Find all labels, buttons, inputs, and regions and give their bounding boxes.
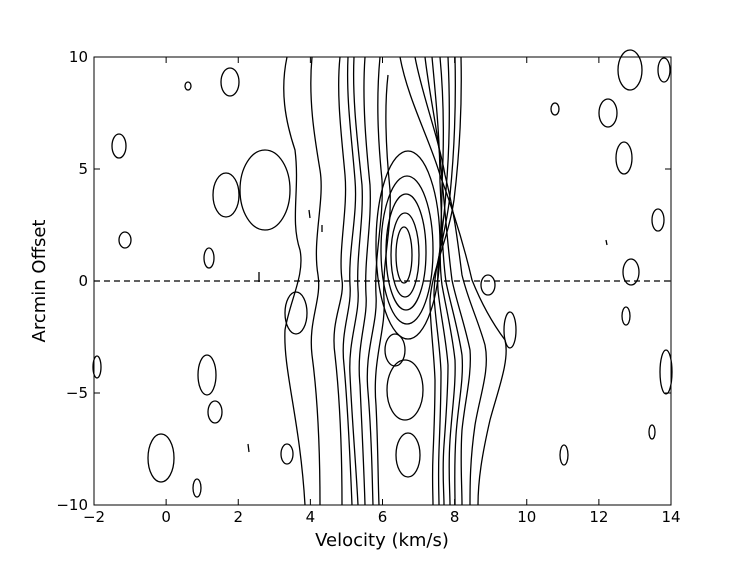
blob-17: [617, 49, 643, 91]
contour-outer-left-2: [310, 56, 322, 506]
contour-outer-right: [399, 56, 507, 506]
x-axis-label: Velocity (km/s): [315, 530, 449, 551]
blob-7: [197, 354, 217, 396]
y-tick-label: 0: [78, 272, 88, 290]
blob-5: [212, 172, 240, 218]
blob-1: [220, 67, 240, 97]
blob-12: [284, 291, 308, 335]
y-tick-label: −10: [56, 496, 88, 514]
blob-19: [615, 141, 633, 175]
y-axis-ticks: −10 −5 0 5 10: [56, 48, 671, 514]
blob-25: [648, 424, 656, 440]
blob-3: [111, 133, 127, 159]
contour-lower-inner-2: [395, 432, 421, 478]
blob-9: [147, 433, 175, 483]
x-tick-label: 8: [450, 508, 460, 526]
contour-peak-1: [395, 226, 413, 284]
y-tick-label: −5: [66, 384, 88, 402]
contour-lower-inner-1: [386, 359, 424, 421]
blob-4: [118, 231, 132, 249]
contour-left-7: [366, 56, 383, 506]
x-tick-label: 2: [233, 508, 243, 526]
x-tick-label: −2: [83, 508, 105, 526]
contour-right-6: [437, 56, 450, 506]
blob-15: [550, 102, 560, 116]
blob-23: [659, 349, 673, 395]
x-tick-label: 6: [378, 508, 388, 526]
y-tick-label: 10: [69, 48, 88, 66]
y-tick-label: 5: [78, 160, 88, 178]
blob-27: [503, 311, 517, 349]
contour-right-5: [439, 56, 456, 506]
blob-26: [92, 355, 102, 379]
speck-3: [605, 239, 608, 246]
contour-left-4: [342, 56, 357, 506]
x-tick-label: 14: [661, 508, 680, 526]
contour-right-7: [433, 56, 456, 506]
blob-8: [207, 400, 223, 424]
blob-16: [598, 98, 618, 128]
x-tick-label: 10: [517, 508, 536, 526]
y-axis-label: Arcmin Offset: [29, 220, 50, 343]
blob-13: [239, 149, 291, 231]
contour-peak-2: [390, 212, 420, 298]
contour-left-5: [349, 56, 363, 506]
contour-left-3: [333, 56, 347, 506]
blob-14: [480, 274, 496, 296]
blob-10: [192, 478, 202, 498]
x-axis-ticks: −2 0 2 4 6 8 10 12 14: [83, 57, 681, 526]
contour-outer-left: [283, 56, 306, 506]
contour-lines: [92, 49, 673, 506]
blob-24: [559, 444, 569, 466]
contour-lower-inner-3: [384, 333, 406, 367]
contour-right-4: [431, 56, 464, 506]
contour-peak-5: [375, 150, 441, 340]
blob-2: [184, 81, 192, 91]
blob-18: [657, 57, 671, 83]
contour-left-6: [358, 56, 371, 506]
contour-peak-3: [385, 193, 427, 311]
x-tick-label: 12: [589, 508, 608, 526]
contour-left-8: [374, 74, 391, 506]
speck-4: [247, 443, 250, 453]
blob-11: [280, 443, 294, 465]
blob-21: [622, 258, 640, 286]
blob-6: [203, 247, 215, 269]
x-tick-label: 0: [161, 508, 171, 526]
blob-20: [651, 208, 665, 232]
speck-1: [308, 209, 311, 219]
x-tick-label: 4: [306, 508, 316, 526]
blob-22: [621, 306, 631, 326]
contour-peak-4: [380, 175, 434, 325]
